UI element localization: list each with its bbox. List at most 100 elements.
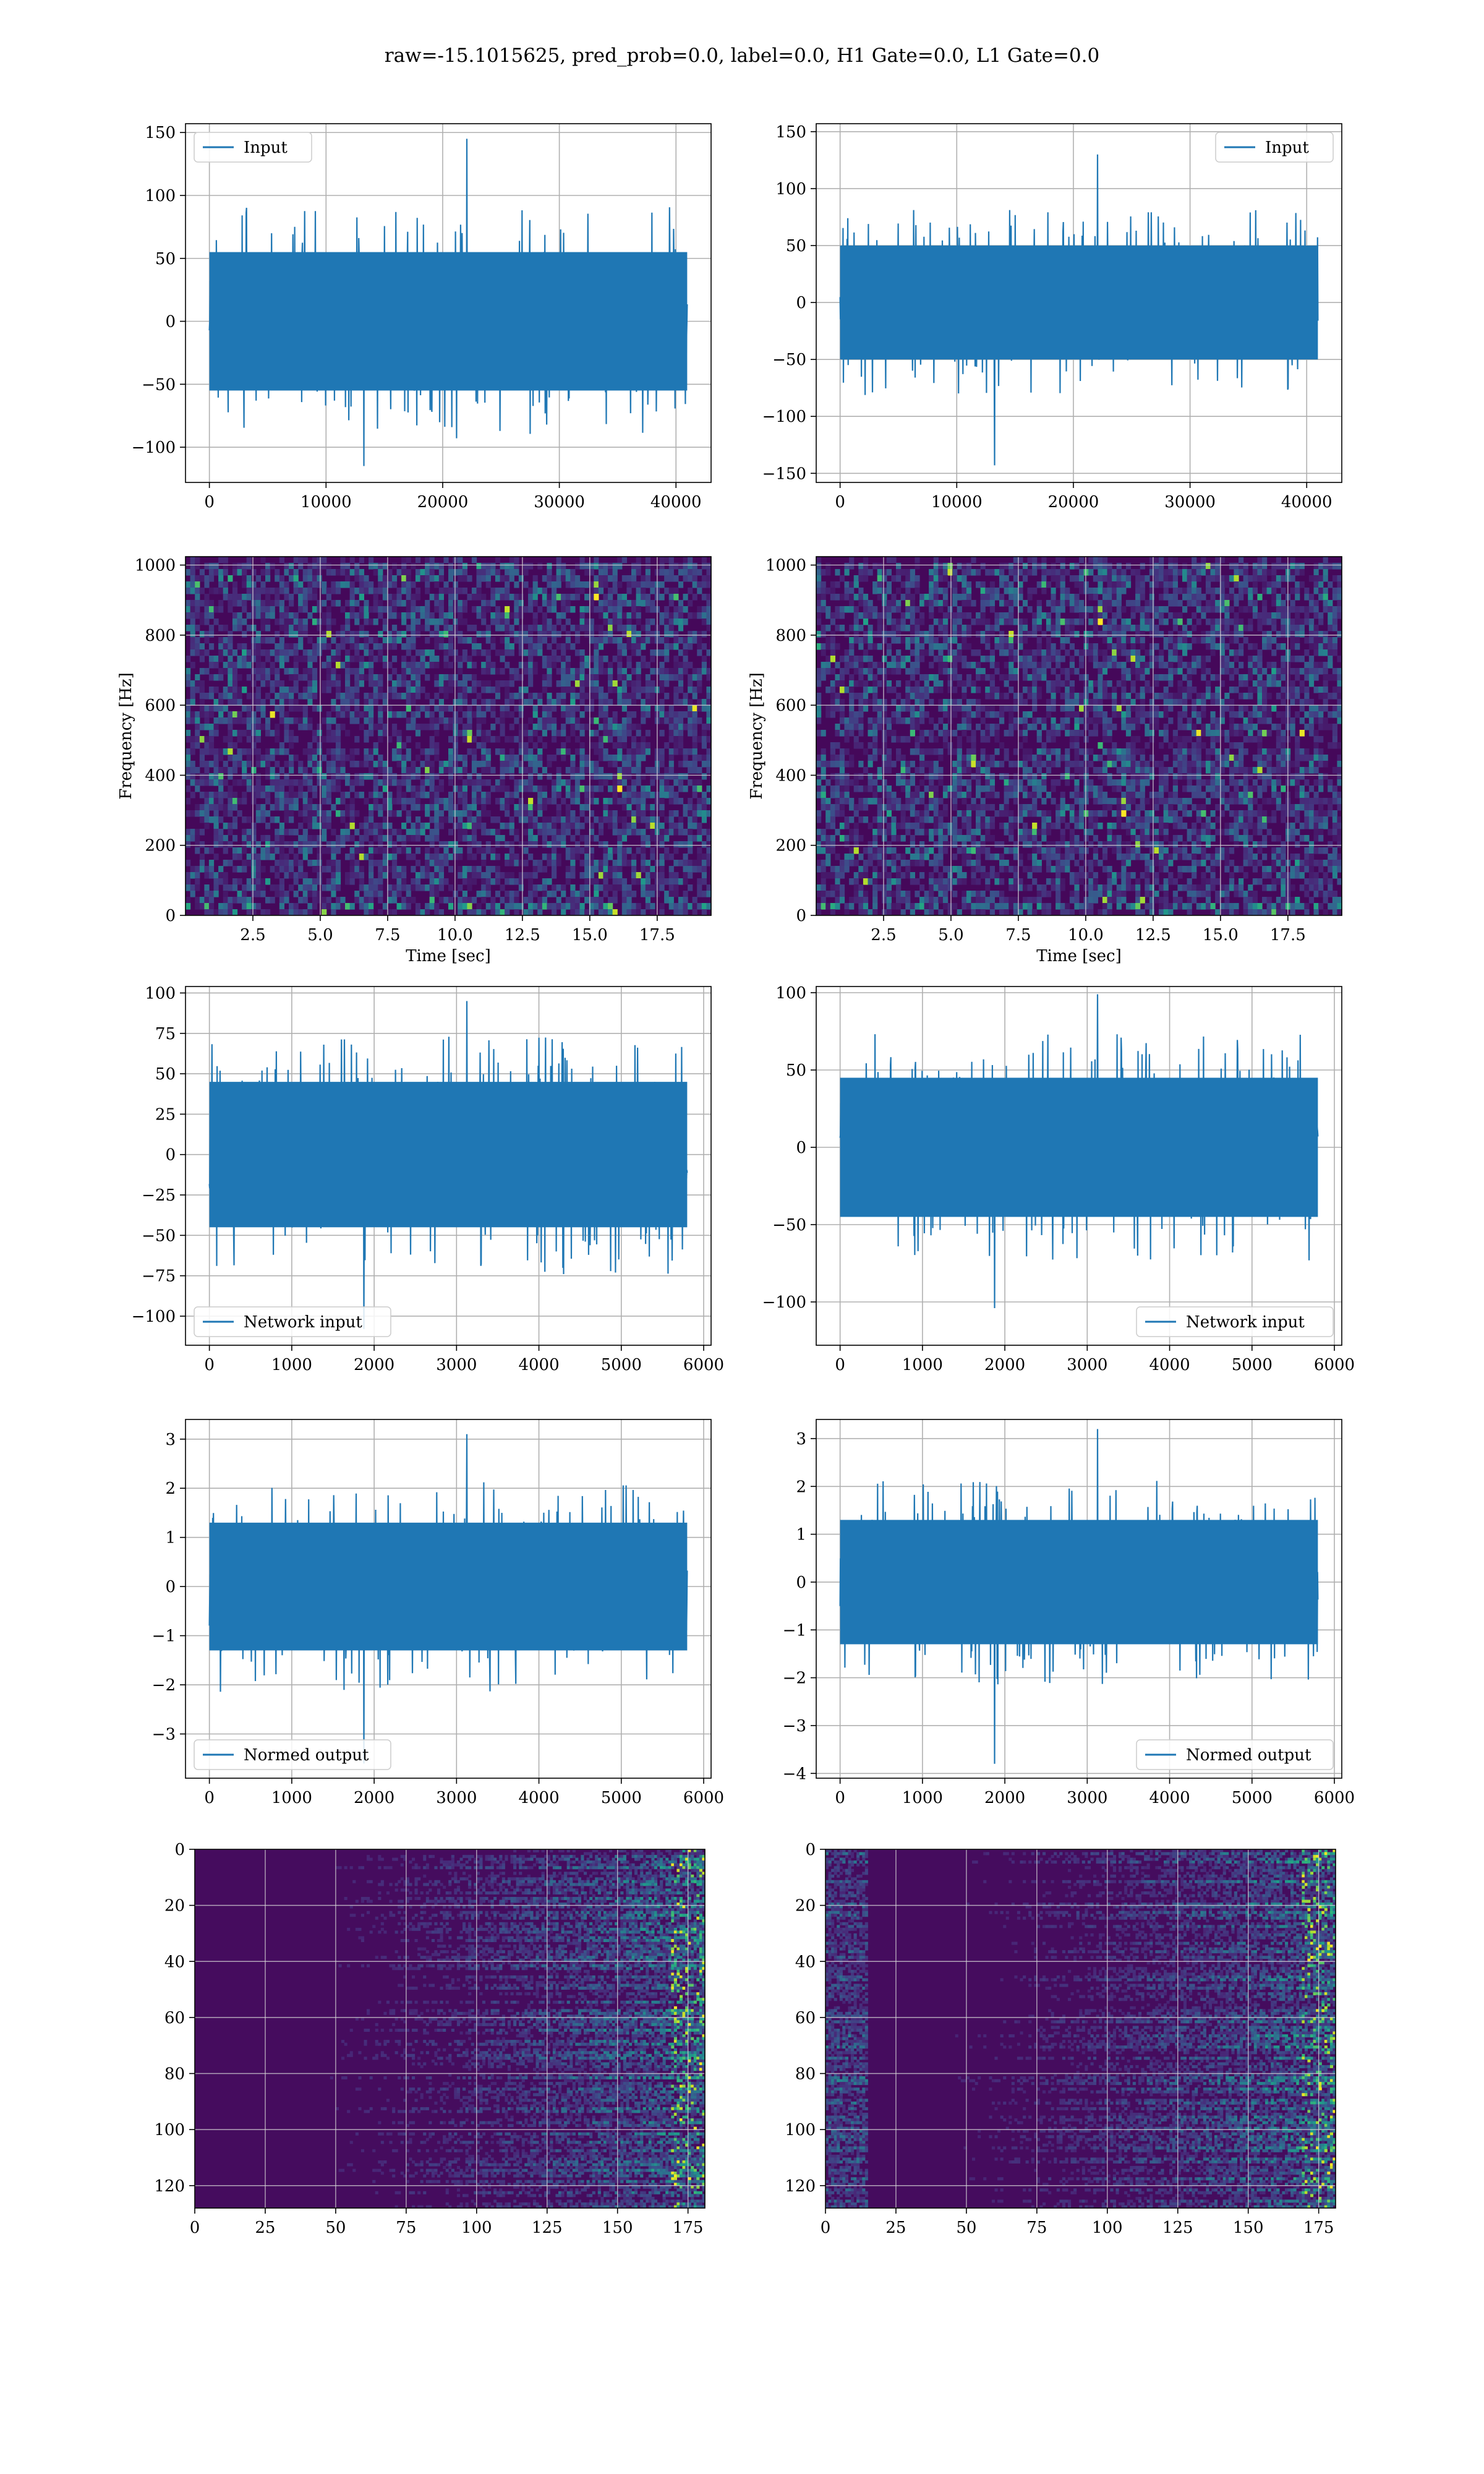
heatmap-cell: [570, 816, 575, 823]
heatmap-cell: [458, 810, 463, 817]
heatmap-cell: [364, 897, 369, 904]
y-tick-label: 50: [155, 250, 176, 268]
heatmap-cell: [1159, 612, 1164, 619]
heatmap-cell: [683, 693, 688, 700]
heatmap-cell: [523, 872, 528, 879]
heatmap-cell: [547, 625, 552, 631]
heatmap-cell: [312, 656, 317, 662]
heatmap-cell: [570, 625, 575, 631]
heatmap-cell: [702, 557, 707, 563]
heatmap-cell: [425, 649, 430, 656]
heatmap-cell: [195, 588, 200, 594]
heatmap-cell: [369, 829, 373, 836]
heatmap-cell: [204, 847, 209, 854]
heatmap-cell: [463, 687, 467, 693]
heatmap-cell: [369, 854, 373, 860]
heatmap-cell: [354, 649, 359, 656]
heatmap-cell: [929, 594, 934, 601]
heatmap-cell: [617, 625, 622, 631]
heatmap-cell: [1290, 600, 1295, 607]
heatmap-cell: [218, 792, 223, 798]
heatmap-cell: [472, 866, 477, 873]
heatmap-cell: [994, 618, 999, 625]
heatmap-cell: [697, 878, 702, 885]
heatmap-cell: [673, 779, 678, 786]
heatmap-cell: [312, 557, 317, 563]
heatmap-cell: [1164, 581, 1169, 588]
heatmap-cell: [891, 600, 896, 607]
heatmap-cell: [1028, 594, 1033, 601]
heatmap-cell: [326, 810, 331, 817]
heatmap-cell: [673, 773, 678, 780]
heatmap-cell: [289, 804, 294, 811]
heatmap-cell: [340, 816, 345, 823]
heatmap-cell: [486, 767, 491, 774]
heatmap-cell: [430, 742, 435, 749]
heatmap-cell: [561, 816, 566, 823]
heatmap-cell: [275, 631, 279, 638]
heatmap-cell: [434, 804, 439, 811]
heatmap-cell: [204, 705, 209, 712]
heatmap-cell: [486, 829, 491, 836]
heatmap-cell: [331, 866, 336, 873]
heatmap-cell: [693, 810, 697, 817]
heatmap-cell: [528, 816, 533, 823]
heatmap-cell: [378, 878, 383, 885]
heatmap-cell: [849, 594, 854, 601]
heatmap-cell: [580, 730, 585, 737]
heatmap-cell: [378, 717, 383, 724]
heatmap-cell: [673, 594, 678, 601]
heatmap-cell: [631, 792, 636, 798]
heatmap-cell: [392, 687, 397, 693]
heatmap-cell: [566, 785, 571, 792]
heatmap-cell: [603, 798, 608, 805]
heatmap-cell: [1271, 575, 1276, 582]
heatmap-cell: [580, 804, 585, 811]
heatmap-cell: [542, 656, 547, 662]
heatmap-cell: [406, 835, 411, 842]
heatmap-cell: [256, 854, 261, 860]
heatmap-cell: [1112, 612, 1117, 619]
heatmap-cell: [669, 588, 674, 594]
heatmap-cell: [416, 618, 420, 625]
heatmap-cell: [378, 649, 383, 656]
heatmap-cell: [481, 668, 486, 675]
heatmap-cell: [669, 575, 674, 582]
heatmap-cell: [439, 705, 444, 712]
heatmap-cell: [228, 643, 232, 650]
x-tick-label: 15.0: [572, 926, 608, 944]
heatmap-cell: [322, 792, 326, 798]
heatmap-cell: [1211, 563, 1216, 570]
heatmap-cell: [331, 872, 336, 879]
heatmap-cell: [533, 724, 538, 730]
heatmap-cell: [683, 872, 688, 879]
heatmap-cell: [523, 755, 528, 761]
heatmap-cell: [905, 569, 910, 576]
heatmap-cell: [275, 600, 279, 607]
heatmap-cell: [237, 798, 242, 805]
heatmap-cell: [406, 829, 411, 836]
heatmap-cell: [307, 823, 312, 829]
heatmap-cell: [547, 816, 552, 823]
heatmap-cell: [467, 736, 472, 743]
heatmap-cell: [929, 600, 934, 607]
heatmap-cell: [247, 594, 252, 601]
heatmap-cell: [636, 569, 641, 576]
heatmap-cell: [406, 643, 411, 650]
heatmap-cell: [1070, 618, 1075, 625]
heatmap-cell: [326, 884, 331, 891]
heatmap-cell: [298, 897, 303, 904]
heatmap-cell: [369, 878, 373, 885]
heatmap-cell: [552, 705, 556, 712]
heatmap-cell: [631, 866, 636, 873]
heatmap-cell: [1145, 606, 1149, 613]
heatmap-cell: [218, 693, 223, 700]
heatmap-cell: [307, 575, 312, 582]
heatmap-cell: [617, 563, 622, 570]
heatmap-cell: [636, 687, 641, 693]
heatmap-cell: [326, 606, 331, 613]
heatmap-cell: [247, 860, 252, 867]
heatmap-cell: [317, 779, 322, 786]
heatmap-cell: [1164, 618, 1169, 625]
heatmap-cell: [251, 792, 256, 798]
